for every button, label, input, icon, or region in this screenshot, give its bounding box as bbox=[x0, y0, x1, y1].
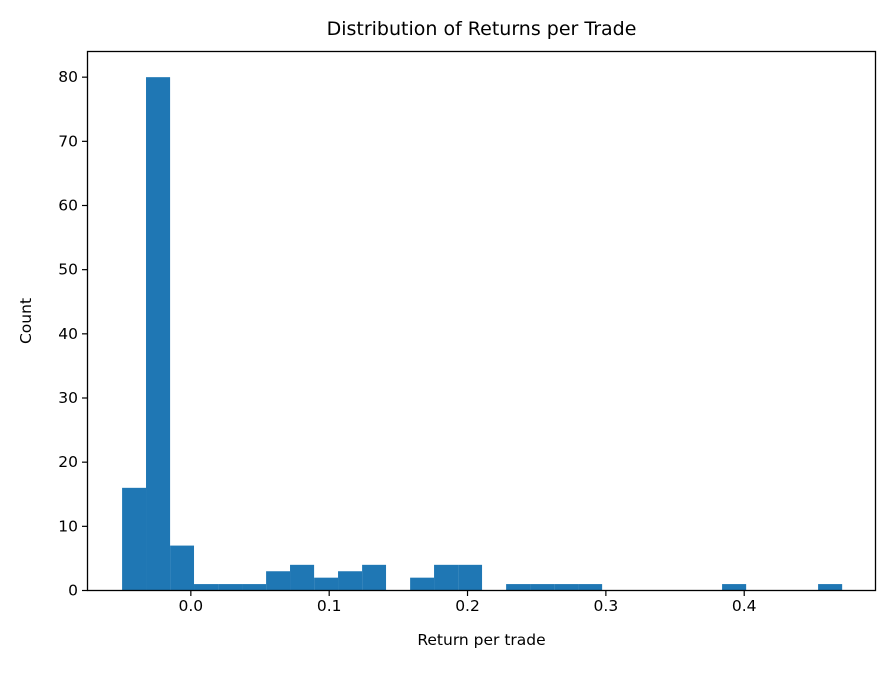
histogram-bar-bin-10 bbox=[362, 564, 387, 591]
histogram-bar-bin-7 bbox=[290, 564, 315, 591]
x-tick-label-2: 0.2 bbox=[455, 597, 480, 615]
y-tick-label-1: 10 bbox=[58, 517, 78, 535]
histogram-bar-bin-16 bbox=[506, 584, 531, 591]
y-tick-label-6: 60 bbox=[58, 197, 78, 215]
plot-area-border bbox=[86, 50, 877, 592]
histogram-bar-bin-3 bbox=[194, 584, 219, 591]
histogram-bar-bin-4 bbox=[218, 584, 243, 591]
ticks-group: 0.0 0.1 0.2 0.3 0.4 0 10 20 30 40 50 60 70 80 bbox=[58, 68, 756, 615]
histogram-bar-bin-1 bbox=[146, 77, 171, 591]
y-tick-label-8: 80 bbox=[58, 68, 78, 86]
y-tick-label-2: 20 bbox=[58, 453, 78, 471]
histogram-bar-bin-8 bbox=[314, 577, 339, 591]
y-tick-label-3: 30 bbox=[58, 389, 78, 407]
histogram-bar-bin-0 bbox=[122, 487, 147, 591]
histogram-bar-bin-18 bbox=[554, 584, 579, 591]
y-tick-label-4: 40 bbox=[58, 325, 78, 343]
histogram-bar-bin-5 bbox=[242, 584, 267, 591]
histogram-bar-bin-25 bbox=[722, 584, 747, 591]
histogram-bar-bin-6 bbox=[266, 571, 291, 591]
histogram-bar-bin-13 bbox=[434, 564, 459, 591]
y-tick-label-7: 70 bbox=[58, 132, 78, 150]
histogram-bar-bin-2 bbox=[170, 545, 195, 591]
histogram-bar-bin-12 bbox=[410, 577, 435, 591]
y-tick-label-0: 0 bbox=[68, 582, 78, 600]
x-tick-label-3: 0.3 bbox=[594, 597, 619, 615]
x-tick-label-1: 0.1 bbox=[317, 597, 342, 615]
histogram-bar-bin-14 bbox=[458, 564, 483, 591]
histogram-bar-bin-29 bbox=[818, 584, 843, 591]
bars-group bbox=[122, 77, 843, 591]
histogram-bar-bin-19 bbox=[578, 584, 603, 591]
histogram-bar-bin-9 bbox=[338, 571, 363, 591]
x-tick-label-0: 0.0 bbox=[179, 597, 204, 615]
y-axis-label: Count bbox=[17, 298, 35, 344]
x-tick-label-4: 0.4 bbox=[732, 597, 757, 615]
chart-title: Distribution of Returns per Trade bbox=[327, 18, 637, 40]
histogram-bar-bin-17 bbox=[530, 584, 555, 591]
y-tick-label-5: 50 bbox=[58, 261, 78, 279]
x-axis-label: Return per trade bbox=[417, 631, 545, 649]
